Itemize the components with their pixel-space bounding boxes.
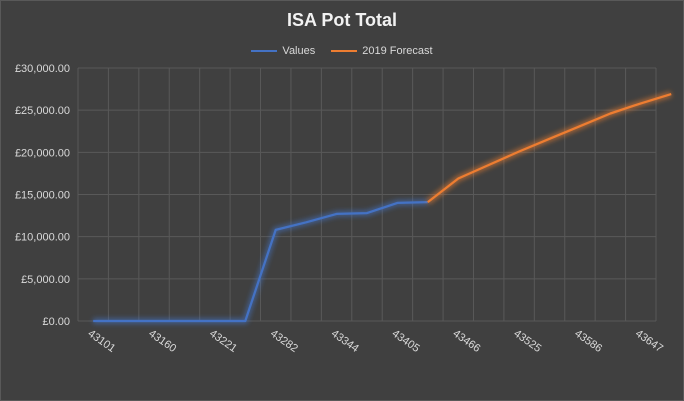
x-tick-label: 43282	[268, 328, 300, 355]
series-line-forecast	[427, 93, 672, 203]
y-tick-label: £5,000.00	[21, 274, 70, 286]
x-tick-label: 43647	[633, 328, 665, 355]
x-tick-label: 43586	[572, 328, 604, 355]
x-tick-label: 43221	[207, 328, 239, 355]
x-tick-label: 43344	[329, 328, 361, 355]
x-tick-label: 43405	[390, 328, 422, 355]
legend: Values 2019 Forecast	[0, 45, 684, 57]
legend-item-forecast: 2019 Forecast	[331, 45, 433, 57]
legend-item-values: Values	[251, 45, 315, 57]
legend-swatch-values	[251, 50, 278, 52]
legend-label-forecast: 2019 Forecast	[362, 45, 433, 57]
y-tick-label: £25,000.00	[15, 105, 70, 117]
y-tick-label: £20,000.00	[15, 147, 70, 159]
legend-swatch-forecast	[331, 50, 358, 52]
x-tick-label: 43525	[511, 328, 543, 355]
y-tick-label: £15,000.00	[15, 190, 70, 202]
y-tick-label: £0.00	[42, 316, 70, 328]
x-tick-label: 43466	[451, 328, 483, 355]
y-tick-label: £10,000.00	[15, 232, 70, 244]
x-tick-label: 43160	[146, 328, 178, 355]
legend-label-values: Values	[282, 45, 316, 57]
chart-title: ISA Pot Total	[287, 10, 397, 30]
y-tick-label: £30,000.00	[15, 63, 70, 75]
series-line-values	[93, 200, 428, 323]
x-tick-label: 43101	[85, 328, 117, 355]
